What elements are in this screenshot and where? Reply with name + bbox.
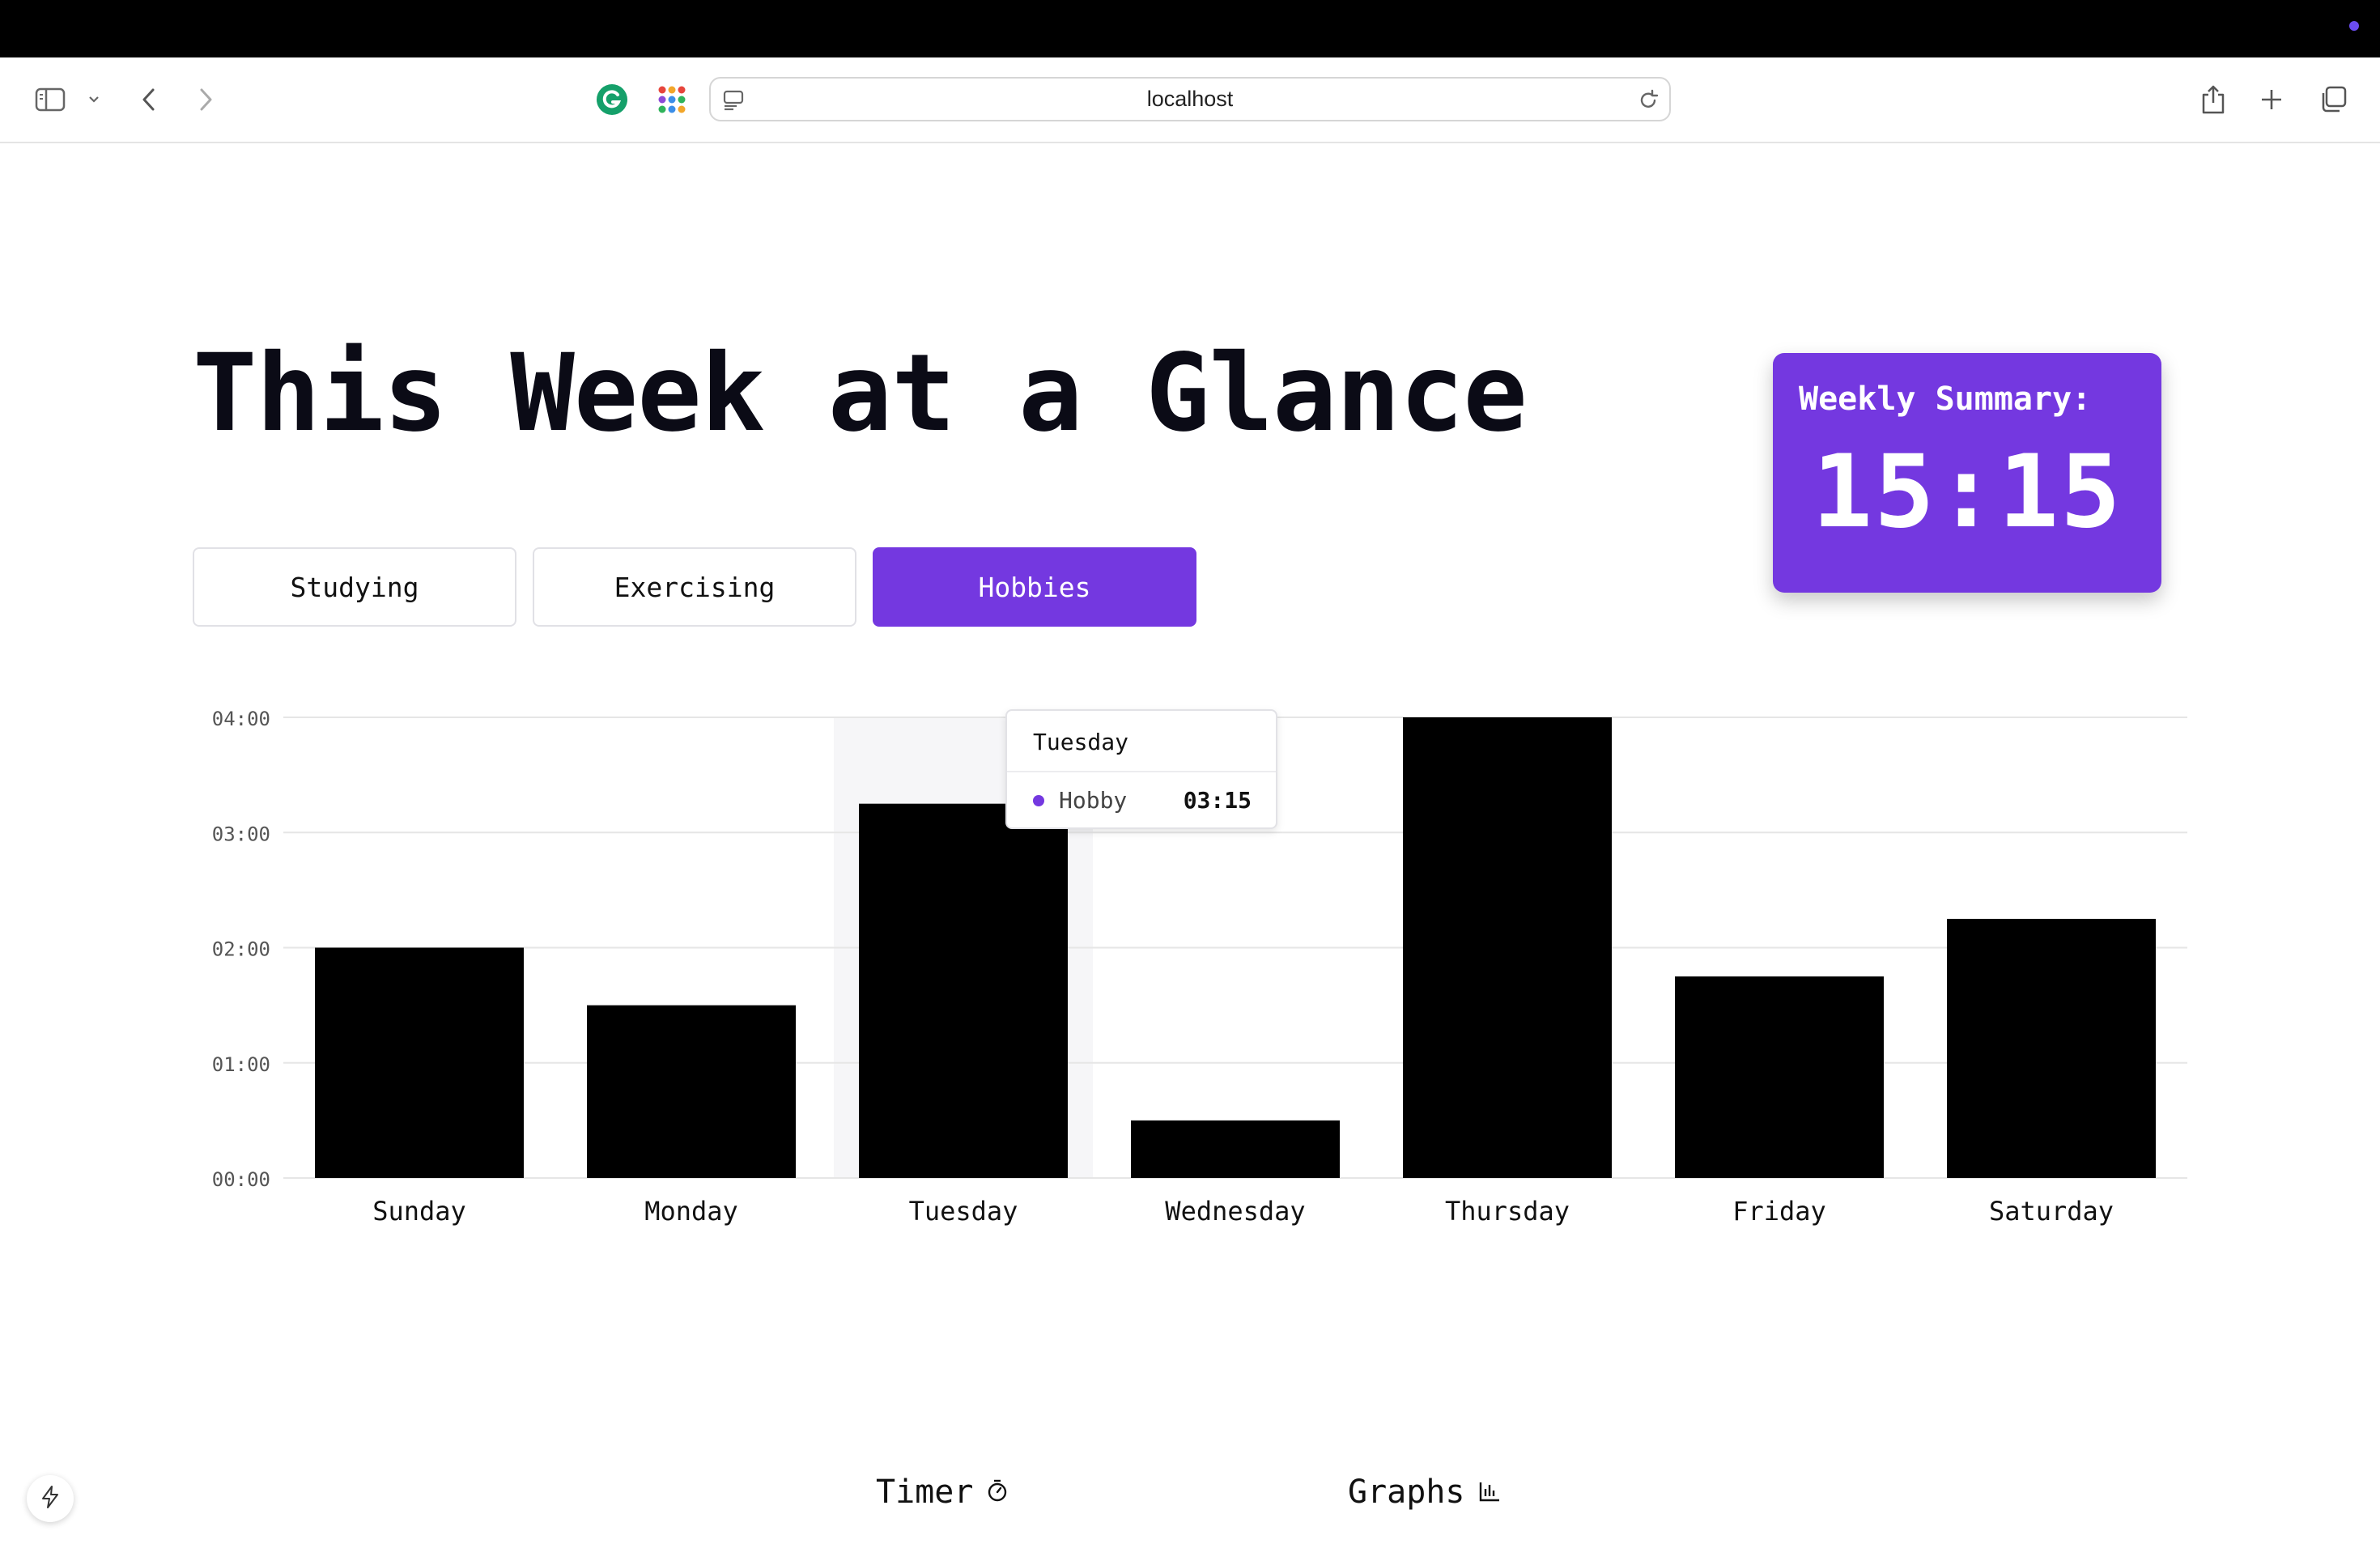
summary-label: Weekly Summary: — [1799, 381, 2092, 418]
bar-tuesday — [859, 803, 1068, 1178]
weekly-summary-card: Weekly Summary: 15:15 — [1773, 353, 2161, 593]
lightning-bolt-icon — [40, 1485, 61, 1513]
bar-thursday — [1403, 717, 1612, 1178]
timer-icon — [986, 1474, 1009, 1511]
tooltip-series-name: Hobby — [1059, 787, 1128, 814]
chart-tooltip: Tuesday Hobby 03:15 — [1005, 709, 1277, 829]
page-title: This Week at a Glance — [193, 331, 1528, 456]
x-tick-label: Friday — [1732, 1196, 1826, 1227]
bar-saturday — [1947, 918, 2156, 1178]
bar-friday — [1675, 976, 1884, 1178]
tooltip-divider — [1007, 771, 1276, 772]
nav-graphs-label: Graphs — [1348, 1474, 1465, 1511]
x-tick-label: Thursday — [1445, 1196, 1570, 1227]
nav-timer[interactable]: Timer — [876, 1474, 1009, 1511]
menu-bar — [0, 0, 2380, 57]
tab-exercising[interactable]: Exercising — [533, 547, 856, 627]
reload-icon[interactable] — [1637, 89, 1660, 116]
tab-label: Exercising — [614, 571, 776, 603]
address-bar[interactable]: localhost — [709, 77, 1671, 121]
page-icon — [722, 89, 745, 116]
forward-icon[interactable] — [191, 57, 220, 142]
y-tick-label: 00:00 — [212, 1168, 270, 1191]
url-text: localhost — [1146, 87, 1234, 111]
series-dot-icon — [1033, 795, 1044, 806]
tab-label: Studying — [290, 571, 419, 603]
tooltip-value: 03:15 — [1183, 787, 1252, 814]
sidebar-icon[interactable] — [31, 57, 70, 142]
chevron-down-icon[interactable] — [84, 57, 104, 142]
tabs-overview-icon[interactable] — [2317, 57, 2349, 142]
tab-studying[interactable]: Studying — [193, 547, 516, 627]
x-tick-label: Saturday — [1989, 1196, 2114, 1227]
tab-hobbies[interactable]: Hobbies — [873, 547, 1196, 627]
new-tab-icon[interactable] — [2255, 57, 2288, 142]
tooltip-title: Tuesday — [1033, 729, 1129, 755]
bar-sunday — [315, 947, 524, 1178]
x-tick-label: Tuesday — [909, 1196, 1018, 1227]
bar-wednesday — [1131, 1120, 1340, 1178]
nav-timer-label: Timer — [876, 1474, 974, 1511]
y-tick-label: 04:00 — [212, 708, 270, 730]
nav-graphs[interactable]: Graphs — [1348, 1474, 1501, 1511]
x-tick-label: Wednesday — [1165, 1196, 1305, 1227]
share-icon[interactable] — [2197, 57, 2229, 142]
x-tick-label: Sunday — [372, 1196, 466, 1227]
bar-chart-icon — [1478, 1474, 1501, 1511]
status-indicator-icon — [2349, 21, 2359, 31]
grammarly-icon[interactable] — [594, 57, 630, 142]
back-icon[interactable] — [134, 57, 164, 142]
browser-toolbar: localhost — [0, 57, 2380, 143]
tab-label: Hobbies — [978, 571, 1091, 603]
y-tick-label: 01:00 — [212, 1053, 270, 1076]
y-tick-label: 02:00 — [212, 938, 270, 961]
dev-tools-button[interactable] — [27, 1475, 74, 1522]
x-tick-label: Monday — [644, 1196, 738, 1227]
apps-grid-icon[interactable] — [654, 57, 690, 142]
summary-value: 15:15 — [1812, 434, 2123, 551]
bar-monday — [587, 1005, 796, 1178]
y-tick-label: 03:00 — [212, 823, 270, 845]
